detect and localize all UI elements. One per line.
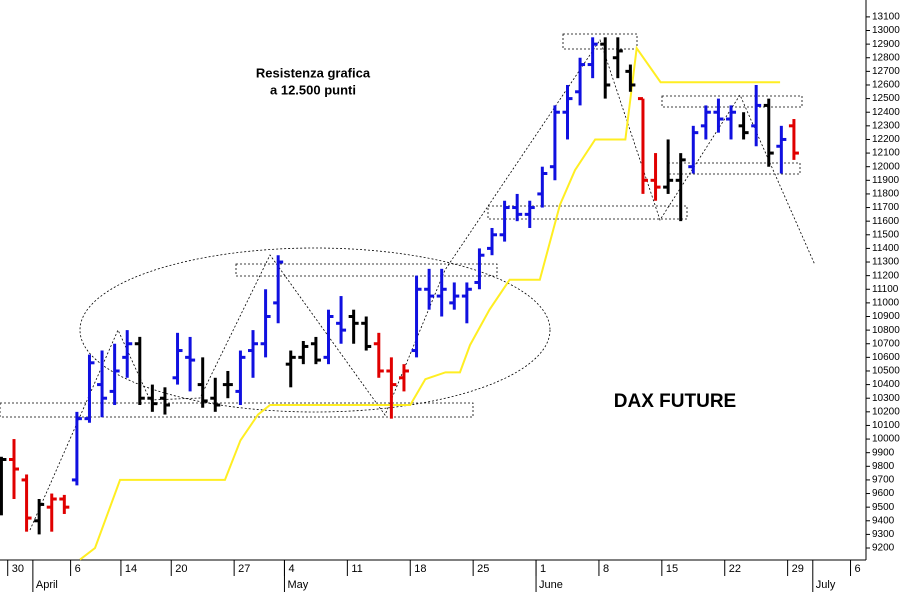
- y-tick-label: 11400: [872, 243, 900, 254]
- y-tick-label: 9700: [872, 475, 895, 486]
- y-tick-label: 9800: [872, 461, 895, 472]
- annotation: DAX FUTURE: [614, 391, 736, 412]
- y-tick-label: 12800: [872, 52, 900, 63]
- y-tick-label: 12500: [872, 93, 900, 104]
- x-tick-label: 11: [351, 563, 362, 575]
- support-box: [487, 205, 688, 220]
- y-tick-label: 10900: [872, 311, 900, 322]
- y-tick-label: 11600: [872, 216, 900, 227]
- x-tick-label: 6: [855, 563, 861, 575]
- y-tick-label: 9200: [872, 543, 895, 554]
- y-tick-label: 9900: [872, 447, 895, 458]
- y-tick-label: 12900: [872, 39, 900, 50]
- y-tick-label: 12000: [872, 161, 900, 172]
- y-tick-label: 13000: [872, 25, 900, 36]
- y-tick-label: 10600: [872, 352, 900, 363]
- x-tick-label: 15: [666, 563, 678, 575]
- x-tick-label: 29: [792, 563, 804, 575]
- y-tick-label: 13100: [872, 12, 900, 23]
- y-tick-label: 11800: [872, 189, 900, 200]
- y-tick-label: 11100: [872, 284, 899, 295]
- resistance-box: [562, 33, 638, 50]
- y-tick-label: 11200: [872, 270, 900, 281]
- month-label: July: [816, 579, 836, 591]
- x-tick-label: 30: [12, 563, 24, 575]
- y-tick-label: 11300: [872, 257, 900, 268]
- annotation: a 12.500 punti: [270, 82, 356, 97]
- y-tick-label: 11900: [872, 175, 900, 186]
- x-tick-label: 20: [175, 563, 187, 575]
- y-tick-label: 12400: [872, 107, 900, 118]
- ellipse: [79, 247, 551, 413]
- y-tick-label: 12700: [872, 66, 900, 77]
- x-tick-label: 18: [414, 563, 426, 575]
- x-tick-label: 4: [288, 563, 294, 575]
- y-tick-label: 9400: [872, 515, 895, 526]
- y-tick-label: 10300: [872, 393, 900, 404]
- annotation: Resistenza grafica: [256, 65, 371, 80]
- y-tick-label: 10800: [872, 325, 900, 336]
- x-tick-label: 14: [125, 563, 137, 575]
- month-label: June: [539, 579, 563, 591]
- x-tick-label: 1: [540, 563, 546, 575]
- y-tick-label: 12600: [872, 80, 900, 91]
- y-tick-label: 10500: [872, 366, 900, 377]
- y-tick-label: 9500: [872, 502, 895, 513]
- y-tick-label: 10700: [872, 338, 900, 349]
- y-tick-label: 12200: [872, 134, 900, 145]
- y-tick-label: 12100: [872, 148, 900, 159]
- y-tick-label: 9600: [872, 488, 895, 499]
- x-tick-label: 6: [75, 563, 81, 575]
- y-tick-label: 10400: [872, 379, 900, 390]
- x-tick-label: 27: [238, 563, 250, 575]
- y-tick-label: 10000: [872, 434, 900, 445]
- y-tick-label: 12300: [872, 120, 900, 131]
- support-box: [0, 402, 474, 418]
- y-tick-label: 11700: [872, 202, 900, 213]
- stop-line: [79, 45, 781, 561]
- y-tick-label: 10100: [872, 420, 900, 431]
- resistance-box: [235, 263, 498, 277]
- month-label: May: [287, 579, 308, 591]
- x-tick-label: 25: [477, 563, 489, 575]
- y-tick-label: 9300: [872, 529, 895, 540]
- y-tick-label: 11000: [872, 298, 900, 309]
- x-tick-label: 8: [603, 563, 609, 575]
- x-tick-label: 22: [729, 563, 741, 575]
- y-tick-label: 10200: [872, 406, 900, 417]
- y-tick-label: 11500: [872, 229, 900, 240]
- month-label: April: [36, 579, 58, 591]
